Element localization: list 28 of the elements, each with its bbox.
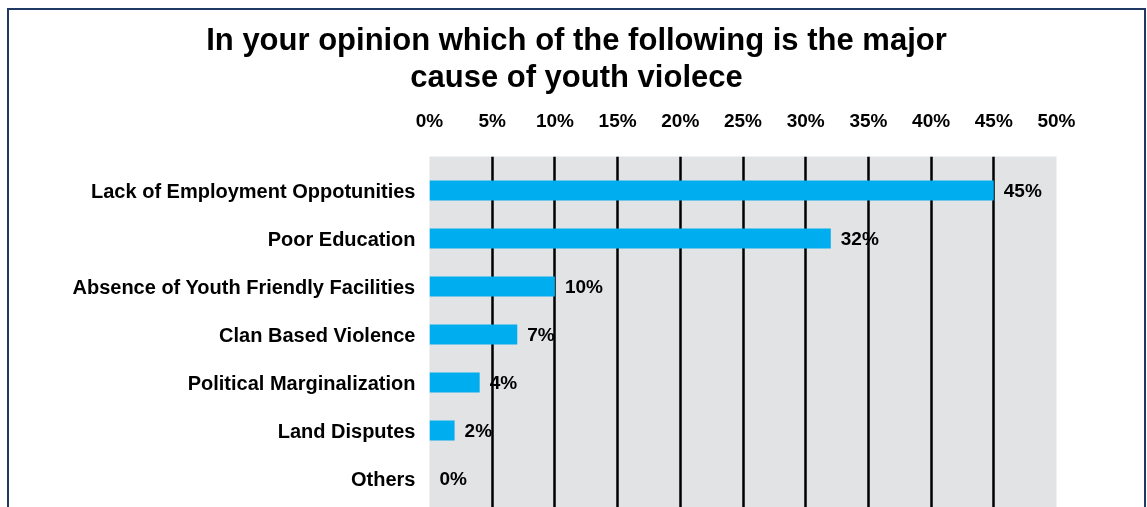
x-tick-label: 0%: [415, 109, 444, 131]
y-tick-label: Poor Education: [267, 227, 416, 250]
y-tick-label: Lack of Employment Oppotunities: [91, 179, 416, 202]
x-tick-label: 15%: [598, 109, 637, 131]
data-label: 0%: [439, 468, 468, 489]
x-tick-label: 5%: [478, 109, 507, 131]
x-tick-label: 50%: [1037, 109, 1076, 131]
bar: [429, 276, 555, 297]
y-tick-label: Absence of Youth Friendly Facilities: [72, 275, 416, 298]
y-tick-label: Land Disputes: [277, 419, 416, 442]
chart-title: In your opinion which of the following is the major cause of youth violece: [206, 21, 947, 95]
x-tick-label: 35%: [849, 109, 888, 131]
bar: [429, 228, 831, 249]
data-label: 45%: [1003, 180, 1042, 201]
x-tick-label: 40%: [912, 109, 951, 131]
y-tick-label: Clan Based Violence: [219, 323, 416, 346]
bar: [429, 372, 480, 393]
y-tick-label: Others: [351, 467, 416, 490]
bar: [429, 420, 455, 441]
x-tick-label: 20%: [661, 109, 700, 131]
x-tick-label: 10%: [535, 109, 575, 131]
x-tick-label: 30%: [786, 109, 825, 131]
y-tick-label: Political Marginalization: [187, 371, 416, 394]
data-label: 10%: [564, 276, 604, 297]
bar: [429, 180, 994, 201]
x-tick-label: 45%: [974, 109, 1013, 131]
x-tick-label: 25%: [723, 109, 763, 131]
bar: [429, 324, 518, 345]
